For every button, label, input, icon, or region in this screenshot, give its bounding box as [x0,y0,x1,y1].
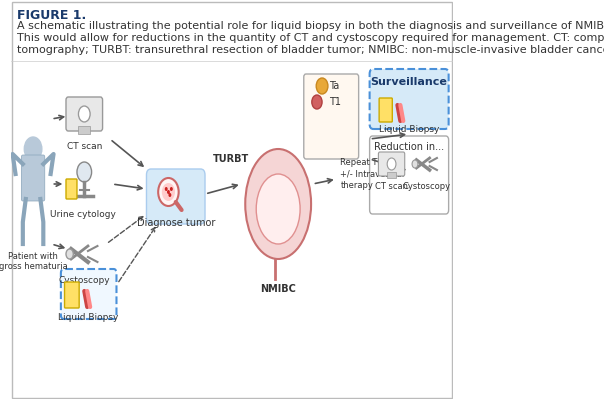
Text: Liquid Biopsy: Liquid Biopsy [59,313,119,322]
Text: Liquid Biopsy: Liquid Biopsy [379,125,439,134]
Text: Cystoscopy: Cystoscopy [403,182,451,191]
Circle shape [412,160,418,168]
Text: A schematic illustrating the potential role for liquid biopsy in both the diagno: A schematic illustrating the potential r… [17,21,604,31]
FancyBboxPatch shape [147,169,205,224]
Text: NMIBC: NMIBC [260,284,296,294]
Text: This would allow for reductions in the quantity of CT and cystoscopy required fo: This would allow for reductions in the q… [17,33,604,43]
Circle shape [158,178,179,206]
Text: FIGURE 1.: FIGURE 1. [17,9,86,22]
Circle shape [312,95,322,109]
Circle shape [162,183,175,201]
Circle shape [165,187,168,191]
Text: Diagnose tumor: Diagnose tumor [137,218,215,228]
Circle shape [169,193,172,197]
Ellipse shape [256,174,300,244]
Bar [79,126,90,134]
Text: tomography; TURBT: transurethral resection of bladder tumor; NMIBC: non-muscle-i: tomography; TURBT: transurethral resecti… [17,45,604,55]
Circle shape [167,190,170,194]
Circle shape [66,249,73,259]
Text: Patient with
gross hematuria: Patient with gross hematuria [0,252,68,271]
FancyBboxPatch shape [304,74,359,159]
Ellipse shape [245,149,311,259]
Text: CT scan: CT scan [66,142,102,151]
Text: Cystoscopy: Cystoscopy [59,276,110,285]
Circle shape [316,78,328,94]
Text: Surveillance: Surveillance [371,77,448,87]
Bar [387,172,396,178]
FancyBboxPatch shape [65,282,79,308]
Circle shape [24,137,42,161]
FancyBboxPatch shape [378,152,405,176]
Circle shape [387,158,396,170]
FancyBboxPatch shape [66,179,77,199]
Circle shape [170,187,173,191]
Text: T1: T1 [329,97,341,107]
Text: CT scan: CT scan [375,182,408,191]
FancyBboxPatch shape [379,98,393,122]
Text: Urine cytology: Urine cytology [50,210,116,219]
Circle shape [79,106,90,122]
Text: Reduction in...: Reduction in... [374,142,444,152]
FancyBboxPatch shape [66,97,103,131]
Circle shape [77,162,92,182]
FancyBboxPatch shape [370,136,449,214]
FancyBboxPatch shape [21,155,45,201]
FancyBboxPatch shape [61,269,117,319]
Text: Repeat TURBT
+/- Intravesical
therapy: Repeat TURBT +/- Intravesical therapy [341,158,405,190]
Text: Ta: Ta [329,81,339,91]
FancyBboxPatch shape [370,69,449,129]
Text: TURBT: TURBT [213,154,249,164]
